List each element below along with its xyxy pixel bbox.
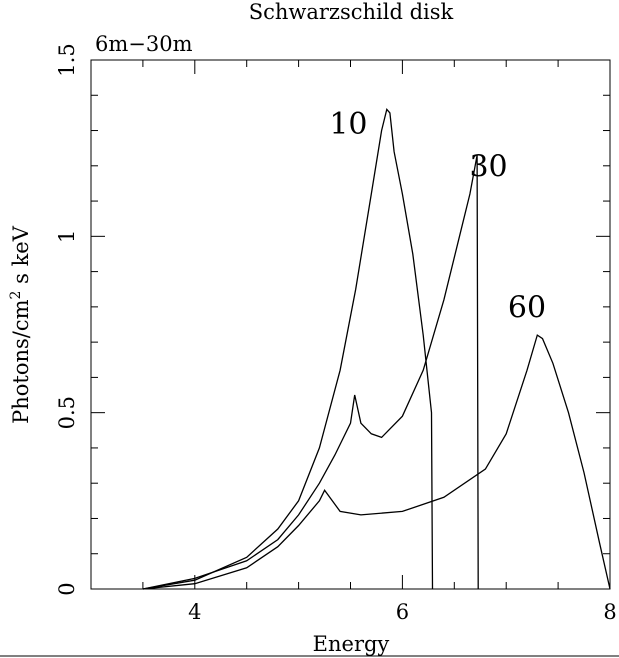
curve-label-60: 60 (508, 290, 546, 325)
chart-title: Schwarzschild disk (249, 0, 454, 24)
annotations-group: 10 30 60 (329, 107, 546, 325)
y-axis-label: Photons/cm2 s keV (8, 225, 33, 424)
x-tick-label: 6 (396, 600, 409, 624)
chart-subtitle: 6m−30m (95, 32, 193, 56)
y-axis-label-superscript: 2 (8, 291, 24, 300)
series-line-30 (142, 155, 479, 590)
series-line-60 (142, 334, 611, 590)
axis-tick-labels: 4 6 8 0 0.5 1 1.5 (55, 43, 617, 624)
y-axis-label-units: s keV (9, 225, 33, 290)
y-tick-label: 0 (55, 582, 79, 595)
series-group (142, 108, 611, 590)
x-tick-label: 4 (188, 600, 201, 624)
axis-ticks (91, 60, 610, 589)
curve-label-30: 30 (469, 149, 507, 184)
x-axis-label: Energy (313, 632, 390, 656)
series-line-10 (142, 108, 434, 590)
y-tick-label: 0.5 (55, 396, 79, 429)
y-axis-label-main: Photons/cm (9, 299, 33, 424)
x-tick-label: 8 (603, 600, 616, 624)
curve-label-10: 10 (329, 107, 367, 142)
y-tick-label: 1.5 (55, 43, 79, 76)
y-tick-label: 1 (55, 230, 79, 243)
